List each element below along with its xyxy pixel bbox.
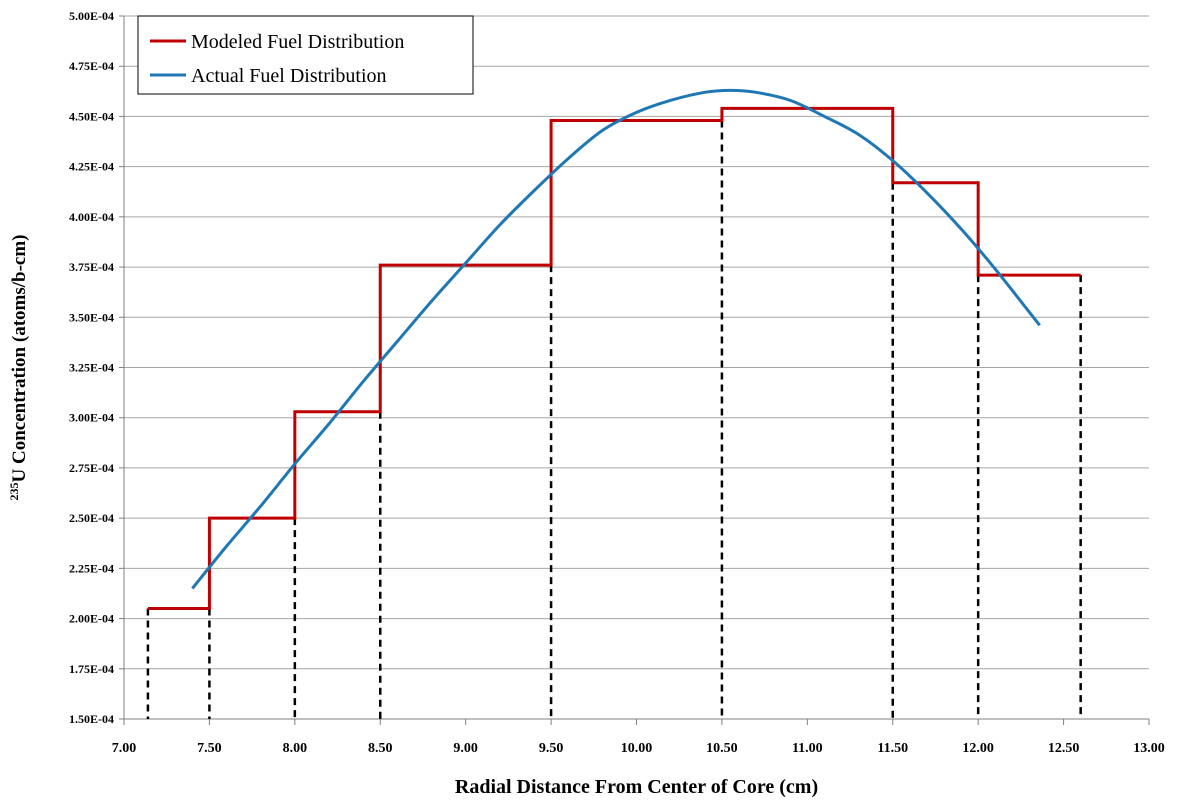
y-tick-label: 2.75E-04 <box>69 461 114 475</box>
y-tick-label: 1.75E-04 <box>69 662 114 676</box>
x-tick-label: 10.00 <box>621 741 653 756</box>
y-tick-label: 2.50E-04 <box>69 511 114 525</box>
data-series <box>147 88 1081 611</box>
y-tick-label: 2.00E-04 <box>69 612 114 626</box>
y-tick-label: 1.50E-04 <box>69 712 114 726</box>
x-tick-label: 12.00 <box>962 741 994 756</box>
legend: Modeled Fuel Distribution Actual Fuel Di… <box>137 15 474 95</box>
x-tick-label: 10.50 <box>706 741 738 756</box>
y-axis-title: 235U Concentration (atoms/b-cm) <box>7 234 30 500</box>
y-tick-label: 2.25E-04 <box>69 561 114 575</box>
x-tick-label: 13.00 <box>1133 741 1165 756</box>
y-tick-labels: 1.50E-04 1.75E-04 2.00E-04 2.25E-04 2.50E-04… <box>69 9 114 726</box>
y-tick-label: 3.75E-04 <box>69 260 114 274</box>
y-tick-label: 5.00E-04 <box>69 9 114 23</box>
dashed-region-boundaries <box>146 120 1082 719</box>
y-tick-label: 3.50E-04 <box>69 310 114 324</box>
x-tick-labels: 7.00 7.50 8.00 8.50 9.00 9.50 10.00 10.50 11.00 1… <box>112 741 1165 756</box>
x-tick-label: 12.50 <box>1048 741 1080 756</box>
x-tick-label: 8.50 <box>368 741 393 756</box>
y-tick-label: 4.75E-04 <box>69 59 114 73</box>
y-tick-label: 3.00E-04 <box>69 411 114 425</box>
y-tick-label: 4.25E-04 <box>69 160 114 174</box>
legend-label-actual: Actual Fuel Distribution <box>191 65 387 87</box>
legend-label-modeled: Modeled Fuel Distribution <box>191 31 404 53</box>
x-tick-label: 11.00 <box>792 741 823 756</box>
series-line-actual <box>191 88 1041 590</box>
x-tick-label: 7.50 <box>197 741 222 756</box>
x-tick-label: 8.00 <box>283 741 308 756</box>
y-axis-title-text: U Concentration (atoms/b-cm) <box>9 234 30 482</box>
x-tick-label: 9.00 <box>453 741 478 756</box>
y-tick-label: 4.50E-04 <box>69 109 114 123</box>
axes <box>119 15 1150 725</box>
y-tick-label: 4.00E-04 <box>69 210 114 224</box>
legend-box <box>137 15 474 95</box>
series-line-modeled <box>147 106 1081 611</box>
y-tick-label: 3.25E-04 <box>69 361 114 375</box>
x-axis-title: Radial Distance From Center of Core (cm) <box>455 776 818 798</box>
x-tick-label: 7.00 <box>112 741 137 756</box>
x-tick-label: 9.50 <box>539 741 564 756</box>
x-tick-label: 11.50 <box>877 741 908 756</box>
y-axis-title-superscript: 235 <box>7 483 21 501</box>
